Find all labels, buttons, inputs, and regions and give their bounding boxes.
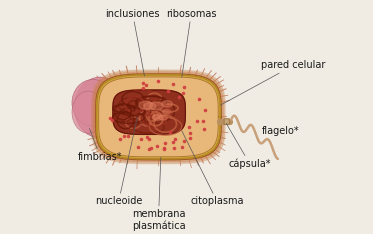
Text: pared celular: pared celular <box>220 60 326 105</box>
Polygon shape <box>96 74 221 160</box>
Polygon shape <box>144 103 156 110</box>
Text: membrana
plasmática: membrana plasmática <box>132 157 185 231</box>
Polygon shape <box>113 90 185 134</box>
Polygon shape <box>152 114 163 121</box>
Text: cápsula*: cápsula* <box>226 123 271 169</box>
Text: fimbrias*: fimbrias* <box>78 128 122 162</box>
Polygon shape <box>139 101 153 109</box>
Ellipse shape <box>72 91 105 133</box>
Polygon shape <box>92 70 225 164</box>
Polygon shape <box>95 74 222 160</box>
Polygon shape <box>94 72 223 162</box>
Polygon shape <box>159 115 167 120</box>
Ellipse shape <box>72 80 114 126</box>
Text: citoplasma: citoplasma <box>182 131 244 206</box>
Polygon shape <box>98 77 218 157</box>
Text: ribosomas: ribosomas <box>166 9 216 77</box>
Text: flagelo*: flagelo* <box>262 126 300 136</box>
Text: inclusiones: inclusiones <box>106 9 160 76</box>
Polygon shape <box>150 102 163 110</box>
Polygon shape <box>162 101 172 107</box>
Polygon shape <box>153 115 160 119</box>
Polygon shape <box>163 110 170 114</box>
Ellipse shape <box>74 77 126 138</box>
FancyBboxPatch shape <box>224 119 229 124</box>
Polygon shape <box>97 75 220 159</box>
Text: nucleoide: nucleoide <box>95 117 142 206</box>
